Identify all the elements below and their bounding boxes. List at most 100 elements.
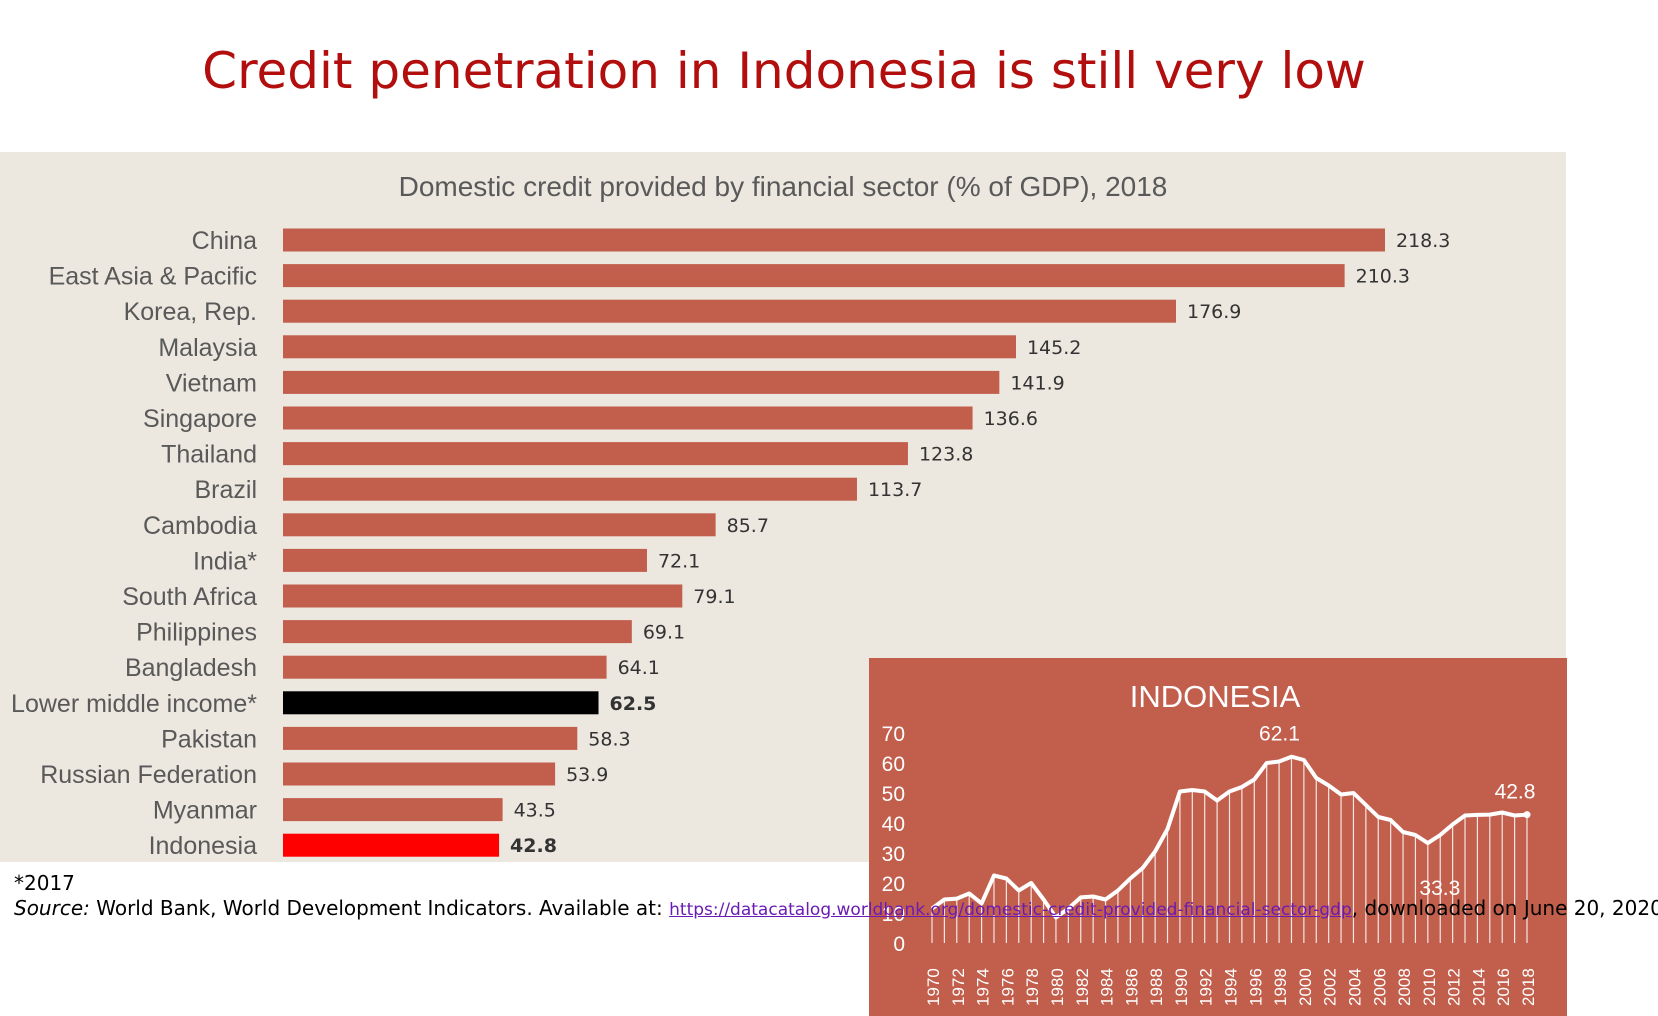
source-label: Source: [14,896,90,920]
source-line: Source: World Bank, World Development In… [14,896,1658,920]
bar-chart: Domestic credit provided by financial se… [11,171,1450,860]
data-label: 218.3 [1396,230,1450,252]
category-label: Russian Federation [40,761,257,789]
data-label: 113.7 [868,479,922,501]
x-tick-label: 1970 [924,968,943,1006]
y-tick-label: 40 [882,813,905,836]
category-label: East Asia & Pacific [49,263,257,291]
x-tick-label: 1976 [998,968,1017,1006]
data-label: 43.5 [514,800,556,822]
category-label: Singapore [143,405,257,433]
y-tick-label: 30 [882,843,905,866]
x-tick-label: 2002 [1321,968,1340,1006]
x-tick-label: 2012 [1445,968,1464,1006]
category-label: Myanmar [153,797,257,825]
bar [283,264,1345,288]
footnote: *2017 [14,871,75,895]
data-label: 85.7 [727,515,769,537]
data-label: 141.9 [1010,372,1064,394]
series-end-marker [1523,811,1531,819]
x-tick-label: 1992 [1197,968,1216,1006]
data-label: 62.5 [610,693,657,715]
page-title: Credit penetration in Indonesia is still… [202,42,1366,100]
bar [283,584,683,608]
category-label: Philippines [136,619,257,647]
x-tick-label: 2014 [1469,968,1488,1006]
x-tick-label: 2018 [1519,968,1538,1006]
category-label: India* [193,547,257,575]
category-label: Brazil [194,476,257,504]
category-label: Thailand [161,441,257,469]
data-label: 210.3 [1356,266,1410,288]
bar [283,513,716,537]
x-tick-label: 2004 [1345,968,1364,1006]
x-tick-label: 1974 [974,968,993,1006]
data-label: 79.1 [693,586,735,608]
bar [283,620,632,644]
x-tick-label: 1972 [949,968,968,1006]
bar [283,228,1385,252]
x-tick-label: 1996 [1246,968,1265,1006]
x-tick-label: 1982 [1073,968,1092,1006]
source-text: World Bank, World Development Indicators… [96,896,663,920]
indonesia-line-chart: INDONESIA 0 10 20 30 40 50 60 70 1970 1972 1974 1976… [882,679,1538,1006]
category-label: Pakistan [161,725,257,753]
inset-title: INDONESIA [1130,679,1301,714]
x-tick-label: 1978 [1023,968,1042,1006]
category-label: Bangladesh [125,654,257,682]
bar [283,548,647,572]
bar [283,406,973,430]
data-label: 176.9 [1187,301,1241,323]
y-tick-label: 0 [893,933,905,956]
bar [283,833,500,857]
category-label: Vietnam [166,369,257,397]
bar [283,442,908,466]
chart-panel: Domestic credit provided by financial se… [0,152,1567,1016]
y-tick-label: 50 [882,783,905,806]
category-label: South Africa [122,583,257,611]
data-label: 42.8 [510,835,557,857]
x-tick-label: 2000 [1296,968,1315,1006]
category-label: Malaysia [158,334,257,362]
x-tick-label: 2016 [1494,968,1513,1006]
category-label: Korea, Rep. [124,298,257,326]
category-label: Indonesia [149,832,258,860]
annotation-label: 33.3 [1419,877,1460,900]
category-label: Lower middle income* [11,690,257,718]
bar-chart-title: Domestic credit provided by financial se… [399,171,1168,202]
y-tick-label: 20 [882,873,905,896]
bar [283,477,857,501]
data-label: 145.2 [1027,337,1081,359]
data-label: 58.3 [588,728,630,750]
y-tick-label: 10 [882,903,905,926]
y-tick-label: 60 [882,753,905,776]
x-tick-label: 1980 [1048,968,1067,1006]
bar [283,299,1177,323]
series-line [930,754,1528,920]
category-label: Cambodia [143,512,257,540]
annotation-label: 42.8 [1495,781,1536,804]
bar [283,798,503,822]
source-link[interactable]: https://datacatalog.worldbank.org/domest… [669,900,1352,920]
category-label: China [192,227,257,255]
y-tick-label: 70 [882,723,905,746]
x-tick-label: 2006 [1370,968,1389,1006]
x-tick-label: 1990 [1172,968,1191,1006]
x-tick-label: 1998 [1271,968,1290,1006]
data-label: 69.1 [643,622,685,644]
bar [283,762,556,786]
data-label: 64.1 [618,657,660,679]
x-tick-label: 1986 [1122,968,1141,1006]
source-suffix: , downloaded on June 20, 2020. [1351,896,1658,920]
data-label: 72.1 [658,550,700,572]
data-label: 123.8 [919,444,973,466]
x-tick-label: 1994 [1222,968,1241,1006]
bar [283,335,1016,359]
x-tick-label: 2010 [1420,968,1439,1006]
bar [283,655,607,679]
data-label: 53.9 [566,764,608,786]
x-tick-label: 1984 [1098,968,1117,1006]
indonesia-inset: INDONESIA 0 10 20 30 40 50 60 70 1970 1972 1974 1976… [869,658,1567,1016]
bar [283,370,1000,394]
bar [283,726,578,750]
